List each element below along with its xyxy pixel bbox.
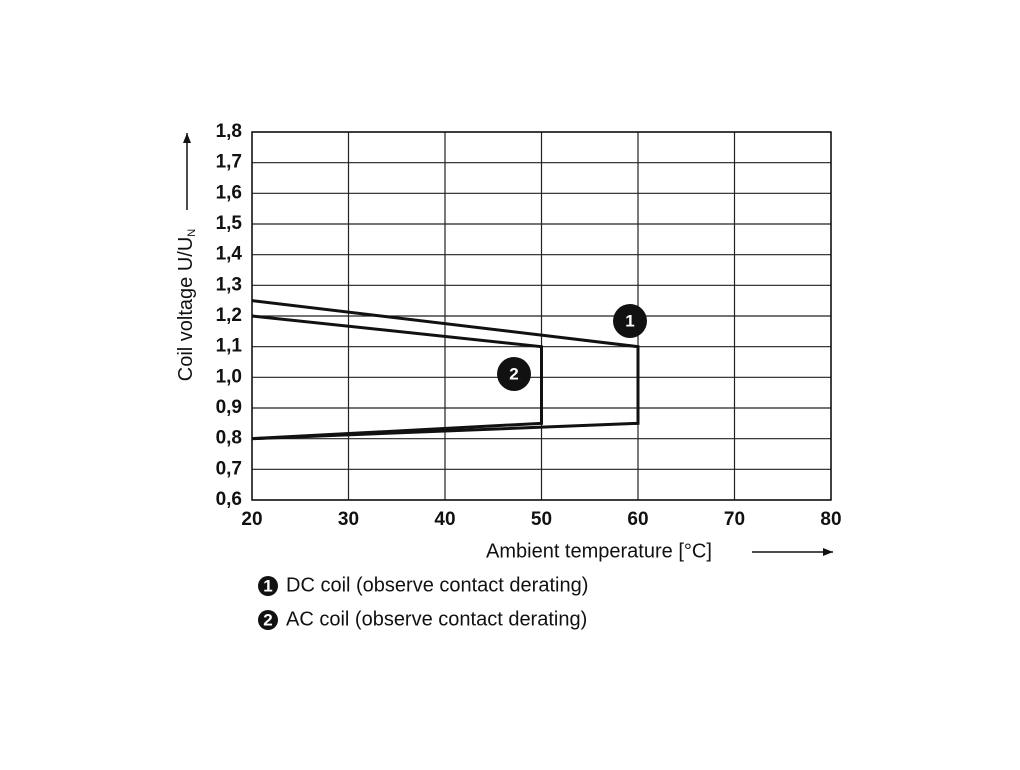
y-tick-label: 0,7 bbox=[216, 458, 242, 479]
y-tick-label: 1,4 bbox=[216, 244, 243, 265]
y-tick-label: 1,7 bbox=[216, 152, 242, 173]
y-axis-title-subscript: N bbox=[186, 229, 198, 237]
series-line bbox=[251, 299, 640, 441]
y-tick-label: 1,3 bbox=[216, 274, 242, 295]
x-tick-label: 60 bbox=[627, 509, 648, 530]
annotation-badge-label: 1 bbox=[625, 311, 634, 330]
y-tick-label: 0,9 bbox=[216, 397, 242, 418]
y-axis-title: Coil voltage U/UN bbox=[175, 229, 198, 382]
y-tick-label: 1,8 bbox=[216, 121, 242, 142]
x-tick-label: 30 bbox=[338, 509, 359, 530]
y-tick-label: 0,6 bbox=[216, 489, 242, 510]
legend-badge-label: 2 bbox=[263, 610, 272, 629]
legend-badge-label: 1 bbox=[263, 576, 272, 595]
y-tick-label: 1,2 bbox=[216, 305, 242, 326]
legend-badge bbox=[258, 576, 278, 596]
legend-label: DC coil (observe contact derating) bbox=[286, 574, 588, 596]
x-tick-label: 80 bbox=[820, 509, 841, 530]
y-tick-label: 1,6 bbox=[216, 182, 242, 203]
y-tick-label: 1,5 bbox=[216, 213, 243, 234]
y-axis-title-group: Coil voltage U/UN bbox=[175, 229, 198, 382]
y-axis-title-main: Coil voltage U/U bbox=[175, 237, 197, 382]
y-tick-label: 1,1 bbox=[216, 336, 243, 357]
x-tick-label: 40 bbox=[434, 509, 455, 530]
series-line bbox=[251, 314, 543, 441]
x-axis-title: Ambient temperature [°C] bbox=[486, 540, 712, 562]
x-tick-label: 70 bbox=[724, 509, 745, 530]
legend-badge bbox=[258, 610, 278, 630]
x-tick-label: 20 bbox=[241, 509, 262, 530]
x-tick-label: 50 bbox=[531, 509, 552, 530]
annotation-badge bbox=[613, 304, 647, 338]
legend-label: AC coil (observe contact derating) bbox=[286, 608, 587, 630]
annotation-badge-label: 2 bbox=[509, 364, 518, 383]
annotation-badge bbox=[497, 357, 531, 391]
y-tick-label: 1,0 bbox=[216, 366, 242, 387]
y-tick-label: 0,8 bbox=[216, 428, 242, 449]
